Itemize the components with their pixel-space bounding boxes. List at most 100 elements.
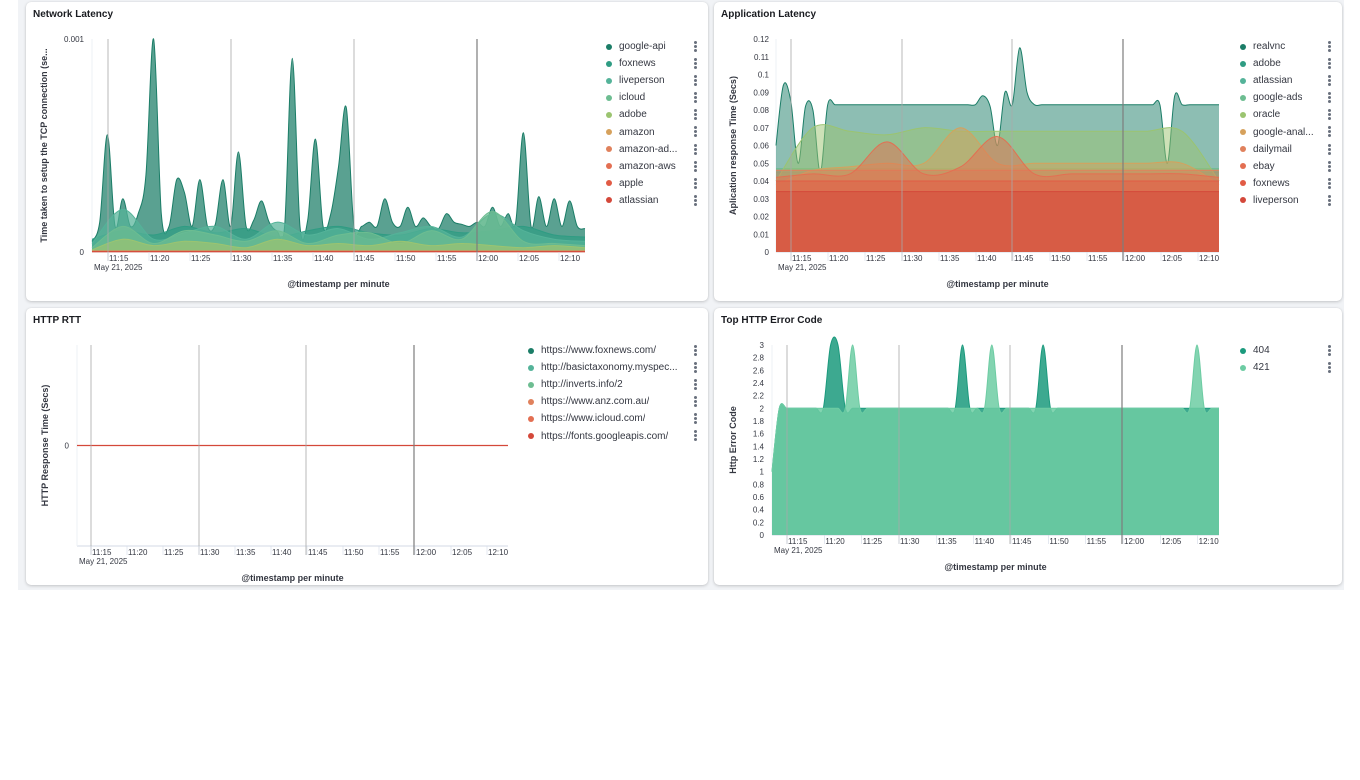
legend-item[interactable]: http://inverts.info/2 — [528, 376, 698, 393]
x-axis-title: @timestamp per minute — [944, 562, 1046, 572]
x-tick-label: 11:30 — [903, 254, 923, 263]
panel-title: Network Latency — [33, 9, 114, 20]
legend-item[interactable]: adobe — [606, 106, 698, 123]
legend-options-icon[interactable] — [1328, 58, 1332, 70]
legend-item[interactable]: foxnews — [606, 55, 698, 72]
legend-options-icon[interactable] — [694, 41, 698, 53]
legend-item[interactable]: realvnc — [1240, 38, 1332, 55]
legend-item[interactable]: http://basictaxonomy.myspec... — [528, 359, 698, 376]
legend-options-icon[interactable] — [1328, 109, 1332, 121]
legend-label: adobe — [1253, 58, 1281, 70]
legend-options-icon[interactable] — [1328, 362, 1332, 374]
x-tick-label: 11:45 — [1012, 537, 1032, 546]
legend-item[interactable]: liveperson — [1240, 192, 1332, 209]
legend-item[interactable]: google-anal... — [1240, 123, 1332, 140]
legend-item[interactable]: google-api — [606, 38, 698, 55]
legend-item[interactable]: ebay — [1240, 158, 1332, 175]
legend-options-icon[interactable] — [694, 126, 698, 138]
legend-options-icon[interactable] — [1328, 194, 1332, 207]
x-tick-label: 12:00 — [1124, 537, 1145, 546]
legend-item[interactable]: https://fonts.googleapis.com/ — [528, 427, 698, 444]
y-tick-label: 2.8 — [753, 354, 765, 363]
legend-item[interactable]: dailymail — [1240, 141, 1332, 158]
legend-options-icon[interactable] — [694, 177, 698, 190]
legend-color-dot — [606, 197, 612, 204]
legend-label: liveperson — [1253, 194, 1299, 206]
x-tick-label: 11:50 — [344, 548, 364, 557]
x-tick-label: 11:35 — [273, 254, 293, 263]
x-tick-label: 11:35 — [940, 254, 960, 263]
legend-options-icon[interactable] — [1328, 92, 1332, 104]
legend-color-dot — [1240, 197, 1246, 204]
x-axis-title: @timestamp per minute — [946, 279, 1048, 289]
network-latency-legend: google-api foxnews liveperson icloud adobe am… — [606, 38, 698, 209]
legend-item[interactable]: atlassian — [606, 192, 698, 209]
legend-label: http://basictaxonomy.myspec... — [541, 362, 678, 374]
legend-label: realvnc — [1253, 41, 1286, 53]
legend-options-icon[interactable] — [694, 58, 698, 70]
legend-item[interactable]: https://www.anz.com.au/ — [528, 393, 698, 410]
legend-item[interactable]: amazon-ad... — [606, 141, 698, 158]
legend-item[interactable]: atlassian — [1240, 72, 1332, 89]
panel-title: Application Latency — [721, 9, 817, 20]
legend-options-icon[interactable] — [1328, 126, 1332, 138]
legend-options-icon[interactable] — [694, 109, 698, 121]
legend-options-icon[interactable] — [694, 194, 698, 207]
legend-item[interactable]: https://www.foxnews.com/ — [528, 342, 698, 359]
legend-options-icon[interactable] — [694, 92, 698, 104]
legend-item[interactable]: foxnews — [1240, 175, 1332, 192]
legend-options-icon[interactable] — [694, 430, 698, 442]
legend-options-icon[interactable] — [694, 75, 698, 87]
x-axis-title: @timestamp per minute — [287, 279, 389, 289]
legend-item[interactable]: liveperson — [606, 72, 698, 89]
legend-options-icon[interactable] — [1328, 143, 1332, 156]
legend-item[interactable]: 421 — [1240, 359, 1332, 376]
legend-options-icon[interactable] — [694, 345, 698, 357]
legend-item[interactable]: oracle — [1240, 106, 1332, 123]
legend-options-icon[interactable] — [1328, 160, 1332, 173]
legend-color-dot — [1240, 77, 1246, 84]
series-line — [775, 136, 1220, 178]
legend-label: adobe — [619, 109, 647, 121]
network-latency-chart: 0 0.001 11:15 11:20 11:25 11:30 11:35 11:40 11:4… — [39, 35, 586, 289]
y-tick-label: 0.02 — [753, 213, 769, 222]
legend-color-dot — [528, 398, 534, 405]
legend-item[interactable]: https://www.icloud.com/ — [528, 410, 698, 427]
x-tick-label: 12:00 — [416, 548, 437, 557]
legend-color-dot — [606, 129, 612, 136]
legend-label: https://fonts.googleapis.com/ — [541, 430, 669, 442]
series-area — [92, 211, 585, 252]
legend-label: amazon-ad... — [619, 143, 678, 155]
legend-options-icon[interactable] — [1328, 345, 1332, 357]
legend-options-icon[interactable] — [694, 379, 698, 391]
legend-options-icon[interactable] — [694, 362, 698, 374]
y-tick-label: 0 — [765, 248, 770, 257]
y-tick-label: 2.2 — [753, 392, 765, 401]
x-tick-label: 11:35 — [236, 548, 256, 557]
legend-color-dot — [606, 146, 612, 153]
legend-options-icon[interactable] — [1328, 41, 1332, 53]
legend-color-dot — [606, 43, 612, 50]
legend-item[interactable]: apple — [606, 175, 698, 192]
x-tick-label: 11:15 — [792, 254, 812, 263]
network-latency-panel: Network Latency 0 0.001 11:15 11:20 11:25 11:… — [26, 2, 708, 301]
legend-item[interactable]: google-ads — [1240, 89, 1332, 106]
legend-options-icon[interactable] — [1328, 75, 1332, 87]
legend-options-icon[interactable] — [694, 160, 698, 173]
y-tick-label: 0.01 — [753, 230, 769, 239]
legend-item[interactable]: 404 — [1240, 342, 1332, 359]
legend-item[interactable]: adobe — [1240, 55, 1332, 72]
legend-options-icon[interactable] — [694, 143, 698, 156]
legend-options-icon[interactable] — [694, 413, 698, 425]
legend-item[interactable]: icloud — [606, 89, 698, 106]
x-tick-label: 11:25 — [866, 254, 886, 263]
legend-item[interactable]: amazon — [606, 123, 698, 140]
legend-options-icon[interactable] — [1328, 177, 1332, 190]
legend-item[interactable]: amazon-aws — [606, 158, 698, 175]
legend-options-icon[interactable] — [694, 396, 698, 408]
x-tick-label: 11:55 — [1087, 537, 1107, 546]
x-tick-label: 12:05 — [519, 254, 540, 263]
y-tick-label: 0.09 — [753, 88, 769, 97]
legend-label: google-anal... — [1253, 126, 1314, 138]
y-tick-label: 0.4 — [753, 506, 765, 515]
